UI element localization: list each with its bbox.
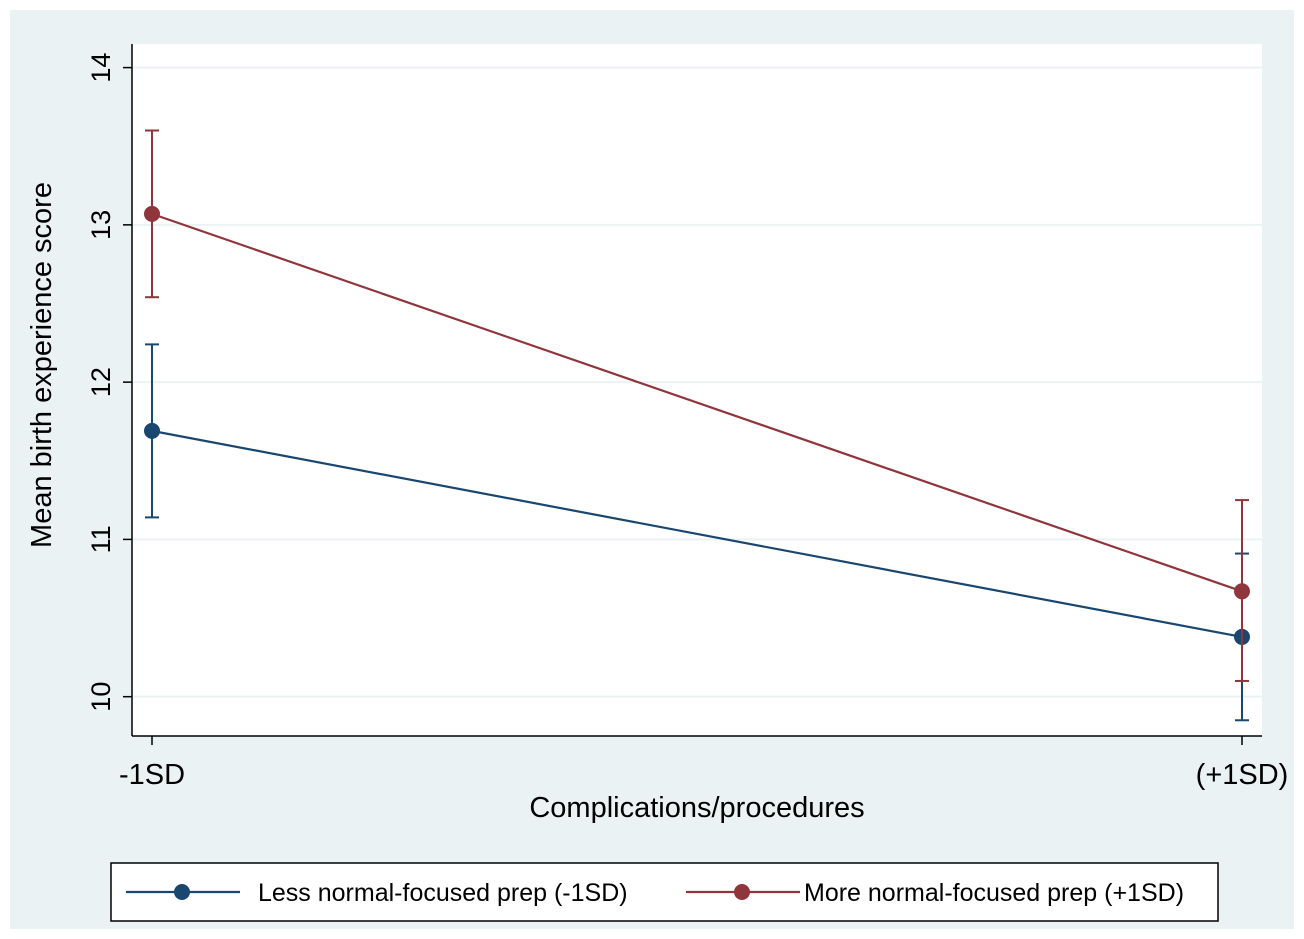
legend-label: Less normal-focused prep (-1SD) xyxy=(258,879,628,907)
legend-item-2: More normal-focused prep (+1SD) xyxy=(686,879,1184,907)
series-line xyxy=(151,429,1243,638)
y-tick-label: 12 xyxy=(86,367,116,397)
y-tick-label: 14 xyxy=(86,53,116,83)
chart-marks xyxy=(144,129,1250,722)
series-2 xyxy=(144,129,1250,682)
data-point xyxy=(1234,583,1250,600)
legend: Less normal-focused prep (-1SD) More norm… xyxy=(126,879,1184,907)
series-line xyxy=(151,212,1243,593)
y-axis-title: Mean birth experience score xyxy=(26,182,58,548)
legend-marker xyxy=(734,884,750,900)
legend-marker xyxy=(174,884,190,900)
y-tick-label: 13 xyxy=(86,210,116,240)
grid-lines xyxy=(132,66,1262,698)
legend-box xyxy=(110,862,1219,922)
plot-area xyxy=(132,44,1262,736)
y-tick-label: 11 xyxy=(86,525,116,553)
x-tick-label: (+1SD) xyxy=(1196,759,1289,791)
x-tick-label: -1SD xyxy=(119,759,185,791)
x-axis-title: Complications/procedures xyxy=(529,792,864,824)
data-point xyxy=(144,205,160,222)
legend-label: More normal-focused prep (+1SD) xyxy=(804,879,1184,907)
data-point xyxy=(144,422,160,439)
axes: 10 11 12 13 14 -1SD (+1SD) xyxy=(86,44,1288,791)
legend-item-1: Less normal-focused prep (-1SD) xyxy=(126,879,628,907)
y-tick-label: 10 xyxy=(86,682,116,712)
